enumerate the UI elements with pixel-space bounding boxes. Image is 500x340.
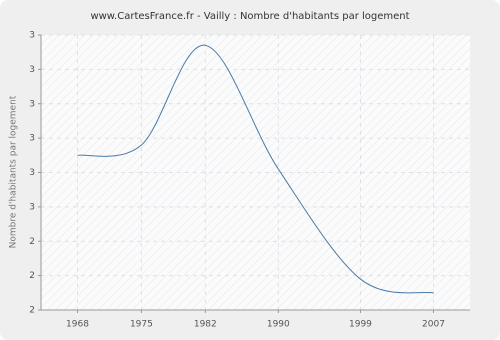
y-tick-label: 3 — [29, 202, 35, 212]
y-tick-label: 3 — [29, 65, 35, 75]
y-tick-label: 2 — [29, 271, 35, 281]
y-tick-label: 3 — [29, 168, 35, 178]
y-tick-label: 2 — [29, 237, 35, 247]
x-tick-label: 1990 — [267, 320, 290, 330]
y-tick-label: 2 — [29, 306, 35, 316]
y-tick-label: 3 — [29, 31, 35, 41]
plot-hatch — [41, 35, 470, 310]
chart-title: www.CartesFrance.fr - Vailly : Nombre d'… — [90, 11, 409, 22]
x-tick-label: 1975 — [130, 320, 153, 330]
x-tick-label: 2007 — [422, 320, 445, 330]
y-axis-label: Nombre d'habitants par logement — [9, 95, 19, 248]
x-tick-label: 1999 — [349, 320, 372, 330]
x-tick-label: 1982 — [194, 320, 217, 330]
y-tick-label: 3 — [29, 99, 35, 109]
y-tick-label: 3 — [29, 134, 35, 144]
data-line — [77, 44, 434, 294]
x-tick-label: 1968 — [66, 320, 89, 330]
